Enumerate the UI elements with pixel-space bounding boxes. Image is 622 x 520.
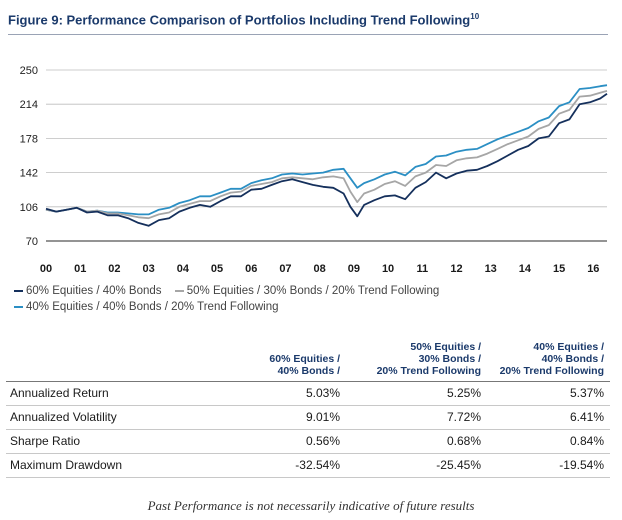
y-tick-label: 250 <box>20 65 38 77</box>
series-line-60-40 <box>45 93 608 227</box>
y-tick-label: 214 <box>20 99 38 111</box>
x-axis-tick-labels: 00 01 02 03 04 05 06 07 08 09 10 11 12 13 14 15 16 <box>40 263 600 275</box>
legend-swatch-40-40-20 <box>14 305 23 308</box>
x-tick-label: 09 <box>348 263 360 275</box>
figure-title: Figure 9: Performance Comparison of Port… <box>8 12 480 28</box>
x-tick-label: 06 <box>245 263 257 275</box>
legend-item-40-40-20: 40% Equities / 40% Bonds / 20% Trend Fol… <box>14 301 279 313</box>
table-header-40-40-20: 40% Equities /40% Bonds /20% Trend Follo… <box>487 338 610 382</box>
disclaimer-footnote: Past Performance is not necessarily indi… <box>147 498 475 513</box>
x-tick-label: 00 <box>40 263 52 275</box>
table-header-blank <box>6 338 212 382</box>
table-row: Maximum Drawdown -32.54% -25.45% -19.54% <box>6 453 610 478</box>
statistics-table: 60% Equities /40% Bonds / 50% Equities /… <box>6 338 610 478</box>
cell-value: 0.84% <box>487 429 610 454</box>
cell-value: 0.56% <box>212 429 346 454</box>
table-header-60-40: 60% Equities /40% Bonds / <box>212 338 346 382</box>
cell-value: 5.03% <box>212 381 346 406</box>
title-divider <box>8 34 608 35</box>
chart-legend-row-2: 40% Equities / 40% Bonds / 20% Trend Fol… <box>14 301 289 313</box>
cell-value: 5.25% <box>346 381 487 406</box>
cell-value: 9.01% <box>212 405 346 430</box>
title-footnote-ref: 10 <box>470 12 480 21</box>
table-row: Annualized Return 5.03% 5.25% 5.37% <box>6 381 610 406</box>
row-label: Maximum Drawdown <box>6 453 212 478</box>
x-tick-label: 05 <box>211 263 223 275</box>
cell-value: 6.41% <box>487 405 610 430</box>
cell-value: -25.45% <box>346 453 487 478</box>
row-label: Sharpe Ratio <box>6 429 212 454</box>
x-tick-label: 15 <box>553 263 565 275</box>
x-tick-label: 10 <box>382 263 394 275</box>
legend-swatch-50-30-20 <box>174 289 184 292</box>
x-tick-label: 01 <box>74 263 86 275</box>
cell-value: 7.72% <box>346 405 487 430</box>
legend-item-60-40: 60% Equities / 40% Bonds <box>14 285 162 297</box>
y-tick-label: 142 <box>20 168 38 180</box>
cell-value: 0.68% <box>346 429 487 454</box>
cell-value: -19.54% <box>487 453 610 478</box>
x-tick-label: 16 <box>587 263 599 275</box>
legend-swatch-60-40 <box>14 289 23 292</box>
x-tick-label: 12 <box>450 263 462 275</box>
cell-value: -32.54% <box>212 453 346 478</box>
row-label: Annualized Volatility <box>6 405 212 430</box>
series-line-50-30-20 <box>45 90 608 220</box>
chart-legend-row-1: 60% Equities / 40% Bonds 50% Equities / … <box>14 285 449 297</box>
row-label: Annualized Return <box>6 381 212 406</box>
y-tick-label: 106 <box>20 202 38 214</box>
legend-item-50-30-20: 50% Equities / 30% Bonds / 20% Trend Fol… <box>174 285 439 297</box>
table-header-row: 60% Equities /40% Bonds / 50% Equities /… <box>6 338 610 382</box>
table-row: Sharpe Ratio 0.56% 0.68% 0.84% <box>6 429 610 454</box>
x-tick-label: 08 <box>314 263 326 275</box>
y-tick-label: 70 <box>26 236 38 248</box>
x-tick-label: 02 <box>108 263 120 275</box>
table-header-50-30-20: 50% Equities /30% Bonds /20% Trend Follo… <box>346 338 487 382</box>
x-tick-label: 11 <box>416 263 428 275</box>
y-axis-tick-labels: 70 106 142 178 214 250 <box>20 65 38 248</box>
line-chart: 70 106 142 178 214 250 00 01 02 03 04 05 06 07 08 09 10… <box>20 65 608 275</box>
x-tick-label: 03 <box>142 263 154 275</box>
x-tick-label: 13 <box>485 263 497 275</box>
table-row: Annualized Volatility 9.01% 7.72% 6.41% <box>6 405 610 430</box>
x-tick-label: 14 <box>519 263 532 275</box>
chart-gridlines <box>46 69 607 242</box>
x-tick-label: 04 <box>177 263 190 275</box>
cell-value: 5.37% <box>487 381 610 406</box>
x-tick-label: 07 <box>279 263 291 275</box>
chart-series-lines <box>45 84 608 227</box>
y-tick-label: 178 <box>20 133 38 145</box>
series-line-40-40-20 <box>45 84 608 216</box>
